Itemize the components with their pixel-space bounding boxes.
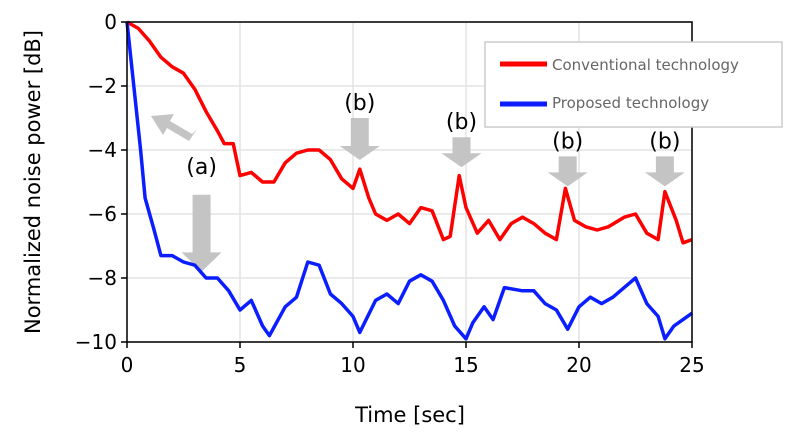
- annotation-arrows: [151, 114, 685, 272]
- series-line-proposed: [125, 21, 694, 341]
- y-tick-label: −6: [88, 202, 117, 226]
- x-tick-label: 25: [679, 353, 704, 377]
- x-axis-label: Time [sec]: [354, 403, 465, 427]
- x-tick-label: 20: [566, 353, 591, 377]
- arrow-b-down: [339, 118, 380, 160]
- legend-label-proposed: Proposed technology: [552, 94, 709, 112]
- legend: Conventional technology Proposed technol…: [484, 41, 783, 128]
- x-tick-label: 15: [453, 353, 478, 377]
- ticks: 0 5 10 15 20 25 0 −2 −4 −6 −8 −10: [75, 10, 705, 377]
- x-tick-label: 10: [340, 353, 365, 377]
- arrow-a-up-left: [151, 114, 197, 141]
- y-tick-label: −2: [88, 74, 117, 98]
- y-tick-label: 0: [104, 10, 117, 34]
- arrow-a-down: [181, 194, 222, 272]
- series-lines: [125, 20, 694, 341]
- annotation-label: (b): [552, 129, 583, 154]
- plot-frame: [126, 21, 693, 343]
- y-tick-label: −4: [88, 138, 117, 162]
- x-tick-label: 5: [234, 353, 247, 377]
- legend-box: [484, 41, 783, 128]
- arrow-b-down: [441, 137, 482, 168]
- annotation-label: (a): [186, 155, 217, 180]
- annotation-label: (b): [344, 91, 375, 116]
- legend-label-conventional: Conventional technology: [552, 56, 739, 74]
- x-tick-label: 0: [121, 353, 134, 377]
- annotations: (a) (b) (b) (b) (b): [186, 91, 680, 180]
- y-axis-label: Normalized noise power [dB]: [21, 30, 45, 334]
- y-tick-label: −10: [75, 330, 117, 354]
- annotation-label: (b): [446, 110, 477, 135]
- series-line-conventional: [126, 20, 693, 245]
- annotation-label: (b): [649, 129, 680, 154]
- arrow-b-down: [547, 156, 588, 187]
- arrow-b-down: [644, 156, 685, 187]
- y-tick-label: −8: [88, 266, 117, 290]
